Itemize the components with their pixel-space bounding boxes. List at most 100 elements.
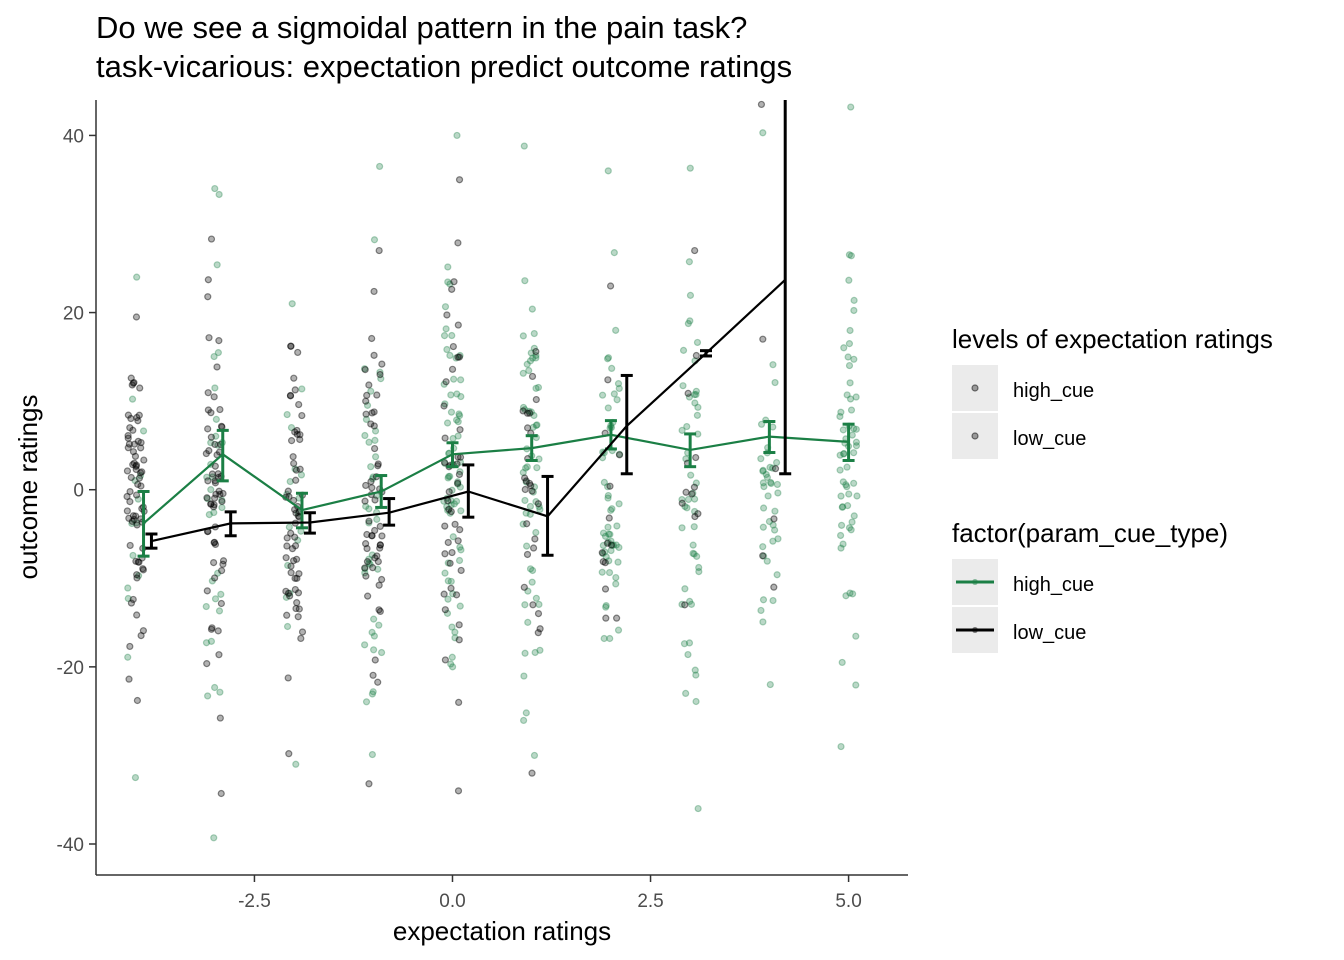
data-point-high-cue (604, 523, 612, 531)
data-point-high-cue (369, 688, 377, 696)
data-point-low-cue (374, 678, 382, 686)
data-point-high-cue (367, 387, 375, 395)
data-point-high-cue (852, 681, 860, 689)
data-point-high-cue (440, 380, 448, 388)
data-point-high-cue (124, 653, 132, 661)
data-point-low-cue (283, 611, 291, 619)
data-point-low-cue (522, 477, 530, 485)
data-point-high-cue (214, 349, 222, 357)
data-point-low-cue (135, 558, 143, 566)
data-point-low-cue (282, 554, 290, 562)
data-point-low-cue (203, 587, 211, 595)
data-point-high-cue (757, 420, 766, 428)
data-point-high-cue (846, 589, 854, 597)
data-point-high-cue (136, 472, 145, 480)
data-point-low-cue (452, 591, 461, 599)
data-point-high-cue (283, 410, 291, 419)
data-point-low-cue (287, 342, 295, 350)
data-point-high-cue (760, 483, 768, 491)
data-point-high-cue (203, 473, 211, 481)
data-point-low-cue (219, 560, 227, 568)
data-point-low-cue (214, 470, 222, 478)
data-point-low-cue (376, 541, 384, 549)
data-point-low-cue (129, 426, 137, 434)
data-point-low-cue (363, 530, 371, 539)
data-point-high-cue (131, 477, 139, 485)
data-point-high-cue (759, 479, 768, 487)
error-bar-high-cue (446, 441, 459, 469)
data-point-high-cue (689, 549, 697, 557)
data-point-high-cue (614, 380, 623, 388)
data-point-high-cue (525, 407, 533, 415)
data-point-high-cue (457, 376, 465, 384)
data-point-low-cue (137, 444, 145, 452)
data-point-high-cue (519, 332, 527, 340)
data-point-high-cue (294, 536, 302, 544)
data-point-low-cue (441, 434, 449, 442)
data-point-high-cue (762, 470, 770, 479)
data-point-high-cue (682, 689, 690, 697)
data-point-high-cue (846, 326, 854, 335)
data-point-high-cue (215, 607, 224, 615)
data-point-high-cue (202, 639, 211, 647)
data-point-high-cue (286, 477, 294, 486)
data-point-low-cue (217, 789, 225, 798)
data-point-high-cue (837, 544, 845, 552)
data-point-high-cue (453, 131, 461, 140)
data-point-high-cue (599, 549, 607, 558)
data-point-high-cue (456, 351, 464, 360)
data-point-high-cue (527, 349, 535, 357)
data-point-high-cue (764, 492, 772, 500)
data-point-low-cue (292, 509, 300, 517)
data-point-high-cue (530, 483, 539, 491)
data-point-low-cue (456, 426, 464, 434)
data-point-high-cue (285, 523, 293, 531)
data-point-high-cue (604, 483, 612, 491)
data-point-low-cue (288, 545, 297, 553)
data-point-low-cue (286, 391, 295, 400)
data-point-high-cue (759, 467, 767, 475)
data-point-high-cue (612, 580, 620, 588)
data-point-low-cue (605, 514, 613, 522)
data-point-low-cue (440, 590, 448, 598)
data-point-high-cue (441, 400, 449, 408)
data-point-low-cue (370, 422, 378, 430)
data-point-low-cue (526, 479, 534, 488)
data-point-low-cue (132, 461, 141, 469)
data-point-high-cue (535, 503, 543, 511)
data-point-high-cue (124, 594, 132, 603)
data-point-high-cue (690, 523, 698, 531)
data-point-low-cue (362, 540, 370, 548)
data-point-high-cue (444, 474, 452, 482)
data-point-high-cue (131, 773, 140, 782)
data-point-high-cue (298, 385, 306, 393)
data-point-high-cue (845, 251, 854, 259)
data-point-high-cue (757, 606, 765, 615)
data-point-low-cue (286, 592, 294, 600)
data-point-high-cue (600, 478, 608, 486)
data-point-low-cue (138, 468, 146, 476)
data-point-high-cue (456, 602, 464, 610)
data-point-low-cue (362, 410, 370, 418)
data-point-high-cue (216, 688, 224, 696)
data-point-low-cue (127, 599, 136, 607)
data-point-low-cue (205, 447, 213, 455)
data-point-high-cue (528, 578, 536, 586)
data-point-high-cue (599, 529, 608, 537)
data-point-low-cue (293, 574, 301, 582)
data-point-low-cue (215, 487, 223, 495)
data-point-high-cue (691, 495, 699, 503)
data-point-high-cue (450, 375, 458, 383)
data-point-low-cue (214, 627, 222, 635)
data-point-high-cue (210, 508, 218, 517)
data-point-high-cue (449, 533, 457, 541)
data-point-high-cue (529, 354, 537, 362)
data-point-low-cue (678, 499, 686, 507)
data-point-low-cue (289, 557, 298, 565)
data-point-high-cue (455, 412, 464, 420)
data-point-high-cue (840, 450, 848, 458)
data-point-high-cue (678, 426, 686, 434)
data-point-low-cue (129, 512, 138, 520)
data-point-high-cue (533, 464, 541, 472)
data-point-low-cue (294, 613, 302, 621)
